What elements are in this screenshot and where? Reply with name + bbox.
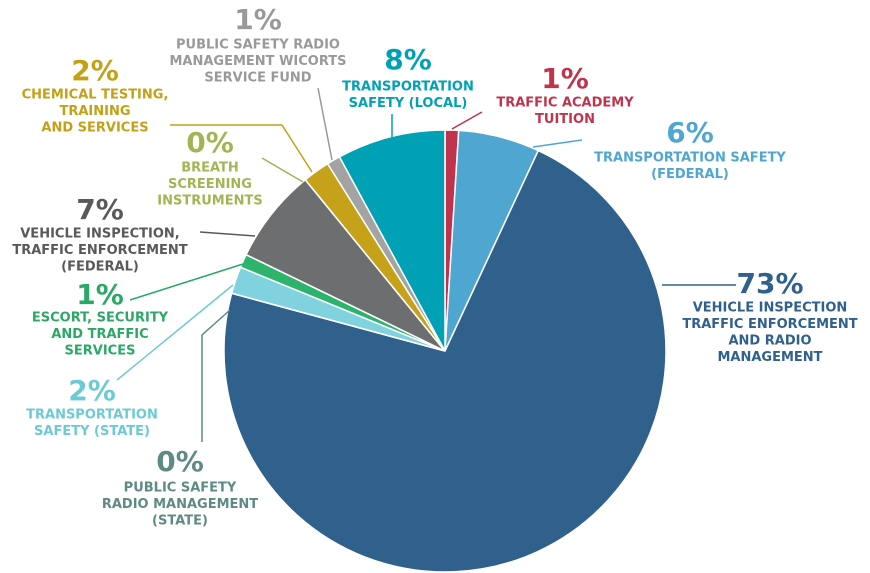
leader-line	[317, 87, 333, 161]
category-label: TRAFFIC ACADEMY	[496, 96, 634, 111]
leader-line	[261, 157, 304, 183]
value-label: 0%	[156, 445, 204, 478]
value-label: 2%	[71, 54, 119, 87]
category-label: PUBLIC SAFETY RADIO	[176, 38, 340, 53]
leader-line	[532, 139, 583, 148]
category-label: SERVICE FUND	[204, 71, 311, 86]
leader-line	[451, 111, 483, 130]
value-label: 8%	[384, 43, 432, 76]
category-label: AND TRAFFIC	[51, 327, 148, 342]
category-label: CHEMICAL TESTING,	[22, 88, 169, 103]
category-label: VEHICLE INSPECTION	[693, 301, 848, 316]
leader-line	[199, 231, 256, 237]
category-label: (FEDERAL)	[61, 260, 139, 275]
category-label: TRAFFIC ENFORCEMENT	[12, 243, 187, 258]
value-label: 1%	[541, 62, 589, 95]
value-label: 1%	[234, 3, 282, 36]
category-label: TUITION	[535, 112, 595, 127]
category-label: SCREENING	[168, 177, 252, 192]
category-label: (STATE)	[152, 514, 208, 529]
category-label: ESCORT, SECURITY	[32, 311, 169, 326]
category-label: TRANSPORTATION SAFETY	[594, 151, 786, 166]
category-label: RADIO MANAGEMENT	[102, 497, 258, 512]
value-label: 0%	[186, 126, 234, 159]
category-label: INSTRUMENTS	[157, 194, 262, 209]
leader-line	[201, 309, 231, 442]
category-label: SAFETY (STATE)	[34, 424, 150, 439]
category-label: AND RADIO	[728, 334, 811, 349]
value-label: 2%	[68, 374, 116, 407]
pie-slice	[223, 149, 667, 573]
category-label: BREATH	[181, 161, 239, 176]
value-label: 73%	[736, 267, 803, 300]
category-label: SAFETY (LOCAL)	[349, 96, 468, 111]
leader-line	[129, 263, 244, 301]
leader-line	[116, 284, 234, 381]
pie-slice	[338, 129, 446, 352]
category-label: MANAGEMENT WICORTS	[169, 54, 346, 69]
value-label: 7%	[76, 193, 124, 226]
category-label: PUBLIC SAFETY	[124, 481, 237, 496]
category-label: MANAGEMENT	[717, 350, 822, 365]
category-label: (FEDERAL)	[651, 167, 729, 182]
leader-line	[170, 124, 313, 173]
category-label: TRANSPORTATION	[26, 408, 158, 423]
value-label: 1%	[76, 278, 124, 311]
value-label: 6%	[666, 116, 714, 149]
category-label: TRAINING	[59, 104, 130, 119]
category-label: VEHICLE INSPECTION,	[20, 227, 180, 242]
category-label: AND SERVICES	[41, 121, 148, 136]
category-label: TRAFFIC ENFORCEMENT	[682, 317, 857, 332]
category-label: SERVICES	[65, 344, 136, 359]
category-label: TRANSPORTATION	[342, 80, 474, 95]
